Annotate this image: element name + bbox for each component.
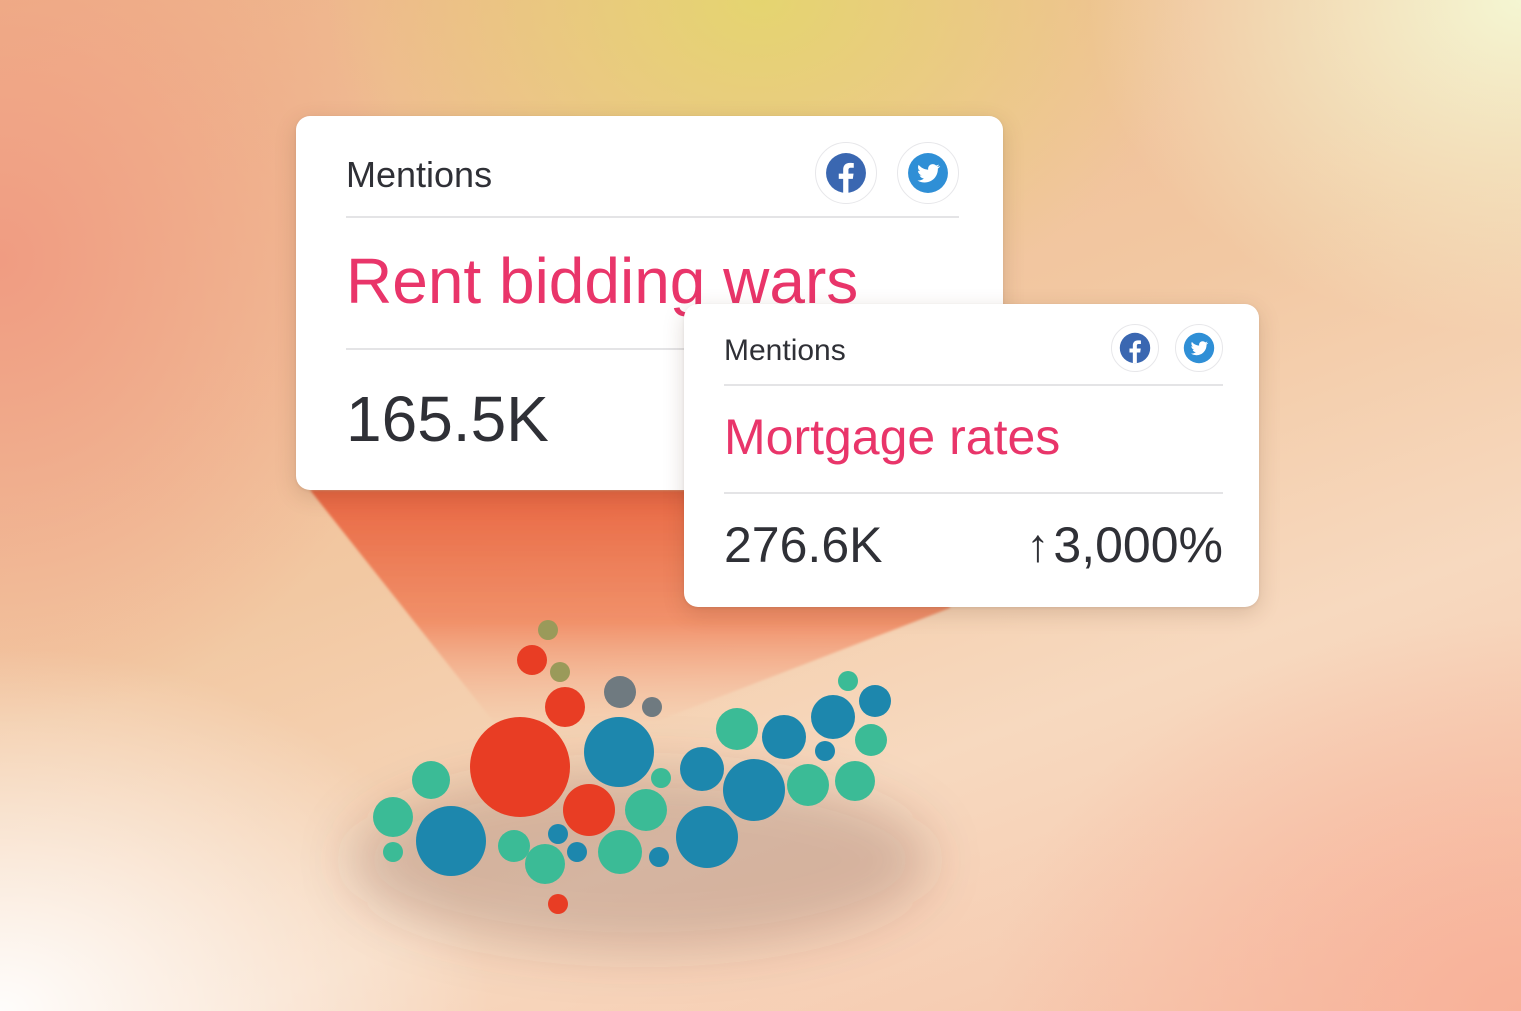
card-header-label: Mentions [724,334,846,367]
bubble [373,797,413,837]
divider [346,216,959,218]
bubble [815,741,835,761]
divider [346,348,959,350]
bubble [383,842,403,862]
divider [724,384,1223,386]
bubble [649,847,669,867]
bubble [680,747,724,791]
mentions-card-rent-bidding-wars: Mentions Rent bidding wars 165.5K [296,116,1003,490]
bubble [762,715,806,759]
bubble [855,724,887,756]
mention-count: 165.5K [346,383,549,455]
bubble [412,761,450,799]
bubble [563,784,615,836]
bubble [525,844,565,884]
twitter-icon[interactable] [1175,324,1223,372]
divider [724,492,1223,494]
bubble [676,806,738,868]
bubble [498,830,530,862]
bubble [550,662,570,682]
bubble [538,620,558,640]
change-percentage: ↑ 3,000% [1026,516,1223,574]
card-header-label: Mentions [346,154,493,195]
bubble [859,685,891,717]
bubble [723,759,785,821]
social-icons [815,142,959,204]
bubble [716,708,758,750]
bubble [517,645,547,675]
facebook-icon[interactable] [815,142,877,204]
social-icons [1111,324,1223,372]
bubble [545,687,585,727]
bubble [835,761,875,801]
bubble [604,676,636,708]
bubble [598,830,642,874]
bubble [651,768,671,788]
bubble [625,789,667,831]
bubble [642,697,662,717]
topic-title: Mortgage rates [724,409,1061,465]
bubble [584,717,654,787]
arrow-up-icon: ↑ [1026,519,1050,571]
bubble [811,695,855,739]
bubble [548,894,568,914]
twitter-icon[interactable] [897,142,959,204]
bubble [470,717,570,817]
bubble [416,806,486,876]
bubble [787,764,829,806]
mentions-card-mortgage-rates: Mentions Mortgage rates 276.6K ↑ 3,000% [684,304,1259,607]
mention-count: 276.6K [724,517,883,573]
facebook-icon[interactable] [1111,324,1159,372]
bubble [548,824,568,844]
bubble [838,671,858,691]
bubble [567,842,587,862]
change-value: 3,000% [1053,517,1223,573]
